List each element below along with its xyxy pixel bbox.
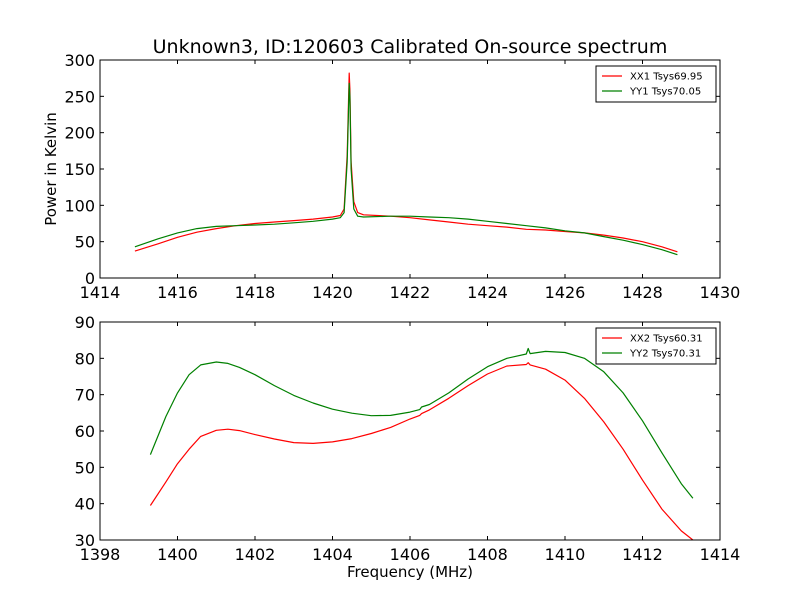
x-axis-title: Frequency (MHz) xyxy=(347,563,473,581)
y-tick-label: 70 xyxy=(75,386,95,405)
x-tick-label: 1430 xyxy=(700,283,741,302)
x-tick-label: 1406 xyxy=(390,545,431,564)
legend-box xyxy=(595,65,717,103)
legend-label: XX1 Tsys69.95 xyxy=(630,72,703,83)
x-tick-label: 1416 xyxy=(157,283,198,302)
y-tick-label: 300 xyxy=(64,51,95,70)
y-tick-label: 200 xyxy=(64,124,95,143)
legend: XX2 Tsys60.31 YY2 Tsys70.31 xyxy=(595,327,717,365)
y-tick-label: 30 xyxy=(75,531,95,550)
x-tick-label: 1422 xyxy=(390,283,431,302)
legend-label: YY2 Tsys70.31 xyxy=(629,349,701,360)
x-tick-label: 1426 xyxy=(545,283,586,302)
x-tick-label: 1414 xyxy=(700,545,741,564)
figure-title: Unknown3, ID:120603 Calibrated On-source… xyxy=(153,36,668,58)
y-tick-label: 150 xyxy=(64,160,95,179)
series-line-red xyxy=(149,362,694,540)
legend: XX1 Tsys69.95 YY1 Tsys70.05 xyxy=(595,65,717,103)
y-tick-label: 80 xyxy=(75,349,95,368)
x-tick-label: 1408 xyxy=(467,545,508,564)
x-tick-label: 1404 xyxy=(312,545,353,564)
x-tick-label: 1418 xyxy=(235,283,276,302)
y-axis-title: Power in Kelvin xyxy=(42,112,60,226)
y-tick-label: 90 xyxy=(75,313,95,332)
x-tick-label: 1428 xyxy=(622,283,663,302)
x-tick-label: 1398 xyxy=(80,545,121,564)
top-panel: 1414 1416 1418 1420 1422 1424 1426 1428 1430 0 50 1… xyxy=(64,51,740,302)
x-tick-label: 1424 xyxy=(467,283,508,302)
y-tick-label: 250 xyxy=(64,87,95,106)
y-tick-label: 60 xyxy=(75,422,95,441)
x-tick-label: 1412 xyxy=(622,545,663,564)
legend-label: YY1 Tsys70.05 xyxy=(629,87,701,98)
series-line-green xyxy=(134,82,678,256)
y-tick-label: 40 xyxy=(75,495,95,514)
bottom-panel: 1398 1400 1402 1404 1406 1408 1410 1412 1414 30 40… xyxy=(75,313,741,564)
x-tick-label: 1420 xyxy=(312,283,353,302)
x-tick-label: 1400 xyxy=(157,545,198,564)
x-tick-label: 1410 xyxy=(545,545,586,564)
y-tick-label: 50 xyxy=(75,458,95,477)
y-tick-label: 50 xyxy=(75,233,95,252)
series-line-green xyxy=(149,347,694,499)
x-tick-label: 1402 xyxy=(235,545,276,564)
legend-label: XX2 Tsys60.31 xyxy=(630,334,703,345)
y-tick-label: 0 xyxy=(85,269,95,288)
x-tick-label: 1414 xyxy=(80,283,121,302)
y-tick-label: 100 xyxy=(64,196,95,215)
legend-box xyxy=(595,327,717,365)
